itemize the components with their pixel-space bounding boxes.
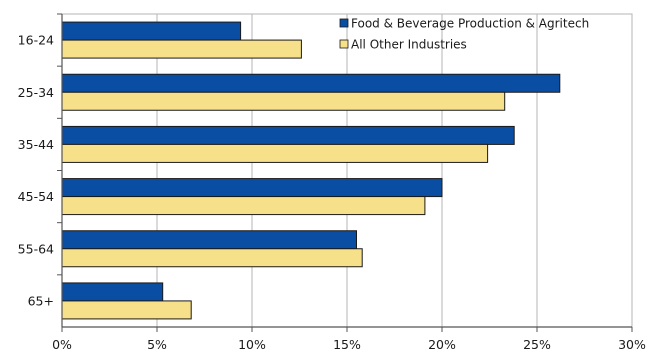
bar-all-other-25-34 [61, 91, 506, 111]
category-labels: 16-24 25-34 35-44 45-54 55-64 65+ [18, 33, 54, 309]
x-tick-label: 5% [147, 337, 167, 352]
category-label: 35-44 [18, 137, 54, 152]
bar-all-other-65+ [61, 300, 192, 320]
bar-food-beverage-25-34 [61, 73, 561, 93]
x-tick-label: 10% [238, 337, 266, 352]
bar-food-beverage-55-64 [61, 230, 357, 250]
category-label: 55-64 [18, 241, 54, 256]
legend-label-all-other: All Other Industries [351, 38, 467, 52]
bar-all-other-16-24 [61, 39, 302, 59]
category-label: 25-34 [18, 85, 54, 100]
x-tick-label: 15% [333, 337, 361, 352]
legend-label-food-beverage: Food & Beverage Production & Agritech [351, 17, 589, 31]
category-label: 16-24 [18, 33, 54, 48]
category-label: 45-54 [18, 189, 54, 204]
x-tick-labels: 0% 5% 10% 15% 20% 25% 30% [52, 337, 646, 352]
legend-swatch-all-other [339, 39, 349, 49]
bar-all-other-35-44 [61, 143, 489, 163]
x-tick-label: 25% [523, 337, 551, 352]
x-tick-label: 0% [52, 337, 72, 352]
bar-food-beverage-35-44 [61, 125, 515, 145]
gridlines [61, 13, 633, 328]
legend-swatch-food-beverage [339, 18, 349, 28]
bar-food-beverage-65+ [61, 282, 164, 302]
bar-all-other-45-54 [61, 196, 426, 216]
x-tick-label: 20% [428, 337, 456, 352]
bar-food-beverage-45-54 [61, 178, 443, 198]
bars [61, 21, 561, 320]
legend: Food & Beverage Production & Agritech Al… [339, 17, 589, 52]
axes [57, 13, 633, 332]
x-tick-label: 30% [618, 337, 646, 352]
category-label: 65+ [28, 293, 54, 308]
bar-all-other-55-64 [61, 248, 363, 268]
bar-food-beverage-16-24 [61, 21, 242, 41]
